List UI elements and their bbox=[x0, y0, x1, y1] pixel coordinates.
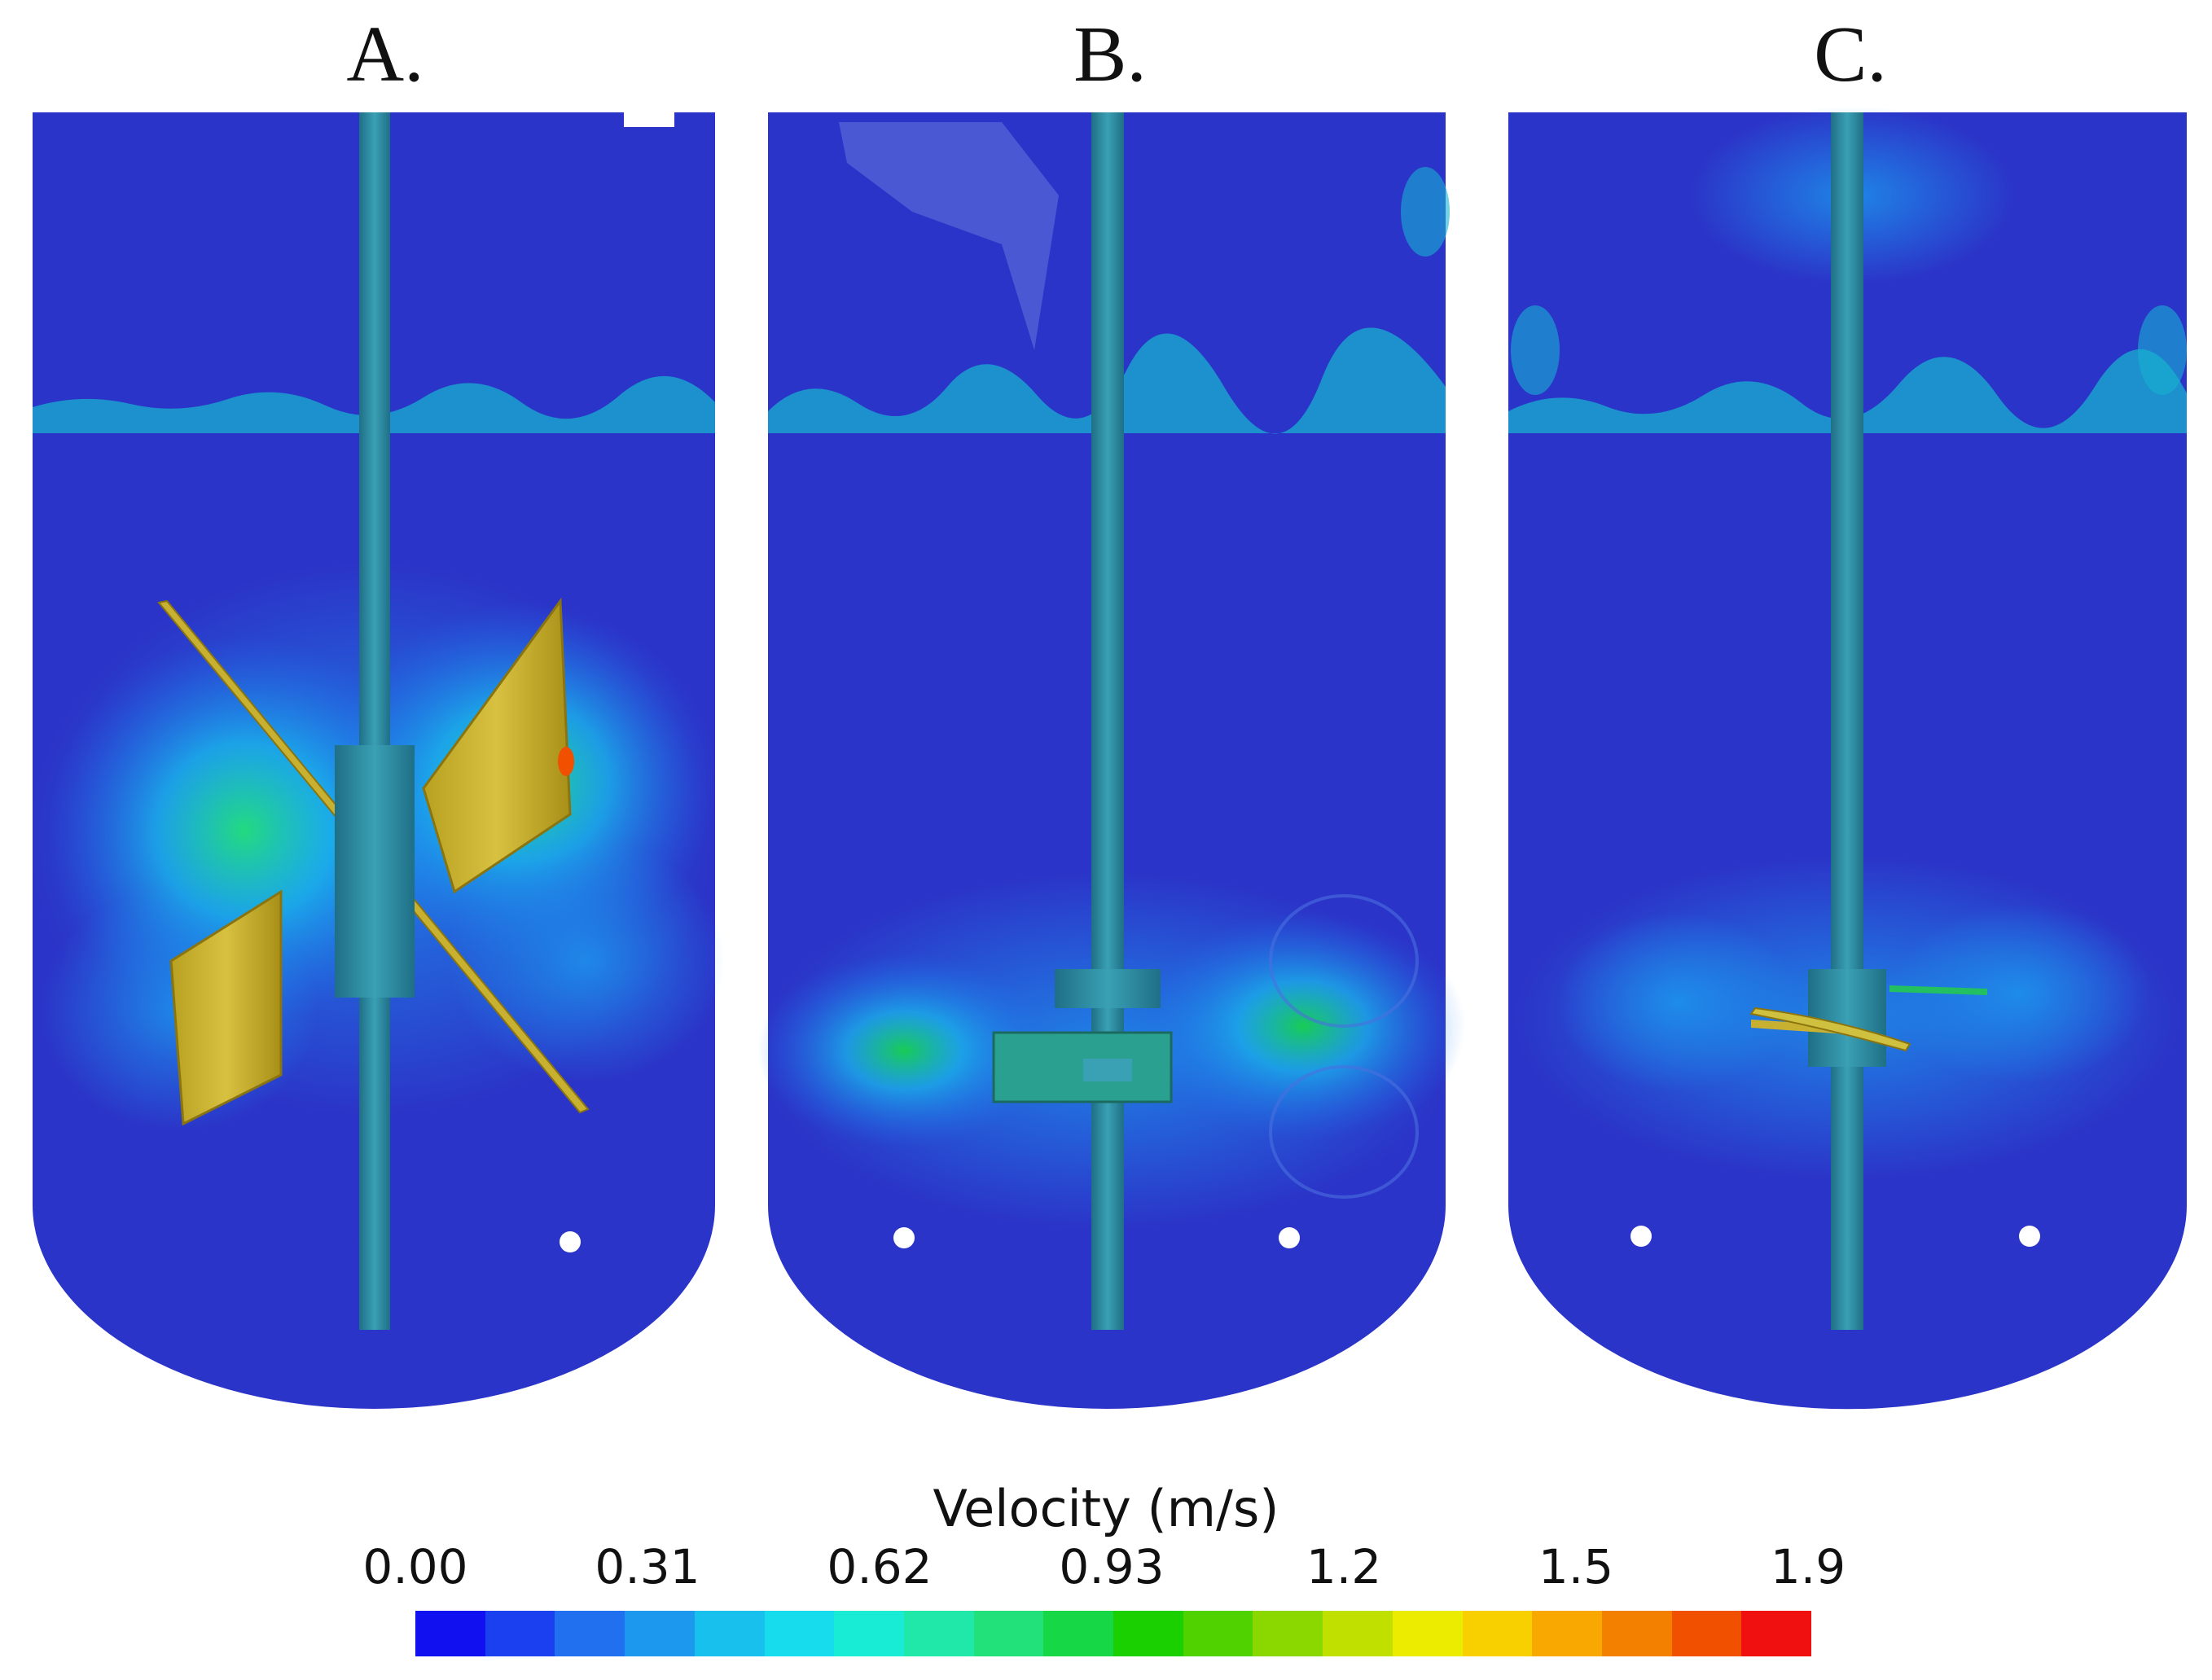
baffle-c-left bbox=[1630, 1226, 1652, 1247]
colorbar-tick: 1.2 bbox=[1306, 1539, 1382, 1594]
colorbar-swatch bbox=[1392, 1611, 1463, 1656]
panel-label-a: A. bbox=[346, 11, 424, 99]
colorbar-swatch bbox=[1323, 1611, 1393, 1656]
hydrofoil-blade-c-3 bbox=[1889, 985, 1987, 995]
colorbar-swatch bbox=[694, 1611, 765, 1656]
panel-label-c: C. bbox=[1814, 11, 1887, 99]
colorbar-swatch bbox=[415, 1611, 485, 1656]
baffle-b-left bbox=[893, 1227, 915, 1248]
colorbar-tick: 0.93 bbox=[1059, 1539, 1165, 1594]
colorbar-swatch bbox=[1113, 1611, 1183, 1656]
hydrofoil-blade-c-2 bbox=[1749, 1007, 1911, 1052]
tank-a-notch bbox=[624, 109, 674, 127]
colorbar-swatch bbox=[903, 1611, 974, 1656]
colorbar-swatch bbox=[973, 1611, 1044, 1656]
colorbar-tick: 0.62 bbox=[827, 1539, 933, 1594]
colorbar-swatch bbox=[1601, 1611, 1672, 1656]
colorbar-swatch bbox=[1253, 1611, 1323, 1656]
colorbar-swatch bbox=[834, 1611, 904, 1656]
shaft-a bbox=[359, 112, 390, 1330]
colorbar-title: Velocity (m/s) bbox=[933, 1479, 1279, 1538]
tank-c bbox=[1508, 106, 2187, 1410]
hub-c bbox=[1808, 969, 1886, 1067]
panel-label-b: B. bbox=[1073, 11, 1147, 99]
colorbar-swatch bbox=[485, 1611, 555, 1656]
disk-b bbox=[1055, 969, 1161, 1008]
colorbar-swatch bbox=[1043, 1611, 1114, 1656]
colorbar-swatch bbox=[625, 1611, 695, 1656]
colorbar-tick: 0.31 bbox=[595, 1539, 700, 1594]
colorbar-tick: 1.5 bbox=[1538, 1539, 1614, 1594]
colorbar-swatch bbox=[1532, 1611, 1602, 1656]
blade-a-left bbox=[169, 889, 283, 1126]
colorbar-tick: 0.00 bbox=[362, 1539, 468, 1594]
tank-b-liquid-surface bbox=[768, 327, 1446, 434]
blade-a-right bbox=[422, 597, 572, 894]
velocity-colorbar bbox=[415, 1611, 1812, 1656]
colorbar-swatch bbox=[555, 1611, 625, 1656]
tank-a-liquid-surface bbox=[33, 375, 715, 433]
rushton-blades-b bbox=[992, 1031, 1173, 1103]
hub-a bbox=[335, 745, 415, 998]
baffle-b-right bbox=[1279, 1227, 1300, 1248]
tank-c-liquid-surface bbox=[1508, 349, 2187, 433]
colorbar-swatch bbox=[1462, 1611, 1533, 1656]
shaft-b bbox=[1091, 112, 1124, 1330]
colorbar-swatch bbox=[764, 1611, 835, 1656]
colorbar-swatch bbox=[1671, 1611, 1742, 1656]
colorbar-tick: 1.9 bbox=[1770, 1539, 1846, 1594]
colorbar-swatch bbox=[1741, 1611, 1812, 1656]
tank-a bbox=[29, 109, 725, 1409]
shaft-c bbox=[1831, 112, 1863, 1330]
baffle-a bbox=[560, 1231, 581, 1252]
hydrofoil-blade-c-1 bbox=[1751, 1020, 1849, 1034]
colorbar-swatch bbox=[1183, 1611, 1253, 1656]
tank-b bbox=[757, 112, 1466, 1409]
baffle-c-right bbox=[2019, 1226, 2040, 1247]
velocity-contour-figure bbox=[29, 106, 2187, 1410]
